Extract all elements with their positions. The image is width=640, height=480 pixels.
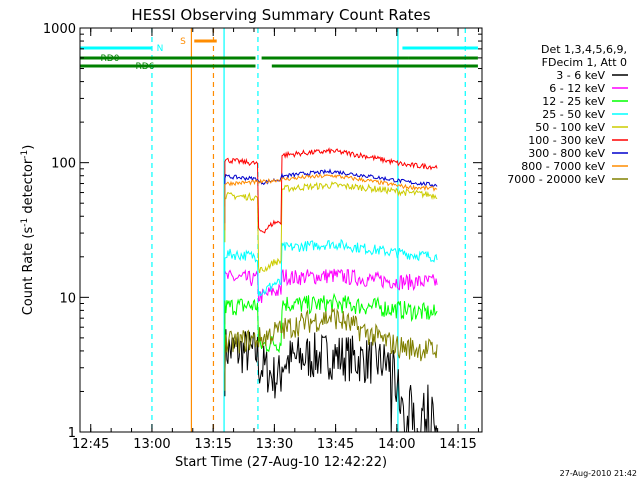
legend-label-4: 50 - 100 keV	[535, 121, 605, 134]
x-tick-label-4: 13:45	[317, 437, 354, 452]
flag-label-rd0: RD0	[101, 54, 120, 64]
y-tick-label-2: 100	[51, 157, 76, 172]
y-axis: 1 10 100 1000	[43, 22, 482, 441]
x-tick-label-0: 12:45	[72, 437, 109, 452]
y-axis-label: Count Rate (s-1 detector-1)	[20, 145, 36, 316]
chart-title: HESSI Observing Summary Count Rates	[131, 6, 430, 24]
series-line-8	[224, 307, 438, 391]
y-tick-label-1: 10	[59, 291, 76, 306]
x-tick-label-5: 14:00	[378, 437, 415, 452]
legend-label-1: 6 - 12 keV	[549, 82, 605, 95]
legend-label-0: 3 - 6 keV	[556, 69, 605, 82]
series-line-3	[224, 238, 438, 301]
flag-label-s: S	[180, 37, 186, 47]
legend-header-1: FDecim 1, Att 0	[542, 56, 627, 69]
legend-label-3: 25 - 50 keV	[542, 108, 605, 121]
y-tick-label-0: 1	[68, 426, 76, 441]
series-line-7	[224, 173, 438, 231]
series-line-1	[224, 268, 438, 325]
legend: Det 1,3,4,5,6,9,FDecim 1, Att 03 - 6 keV…	[507, 43, 628, 186]
flag-label-n: N	[157, 44, 164, 54]
series-line-0	[224, 329, 438, 433]
legend-label-7: 800 - 7000 keV	[521, 160, 605, 173]
legend-header-0: Det 1,3,4,5,6,9,	[541, 43, 627, 56]
flag-label-rd6: RD6	[136, 62, 155, 72]
x-tick-label-3: 13:30	[256, 437, 293, 452]
legend-label-6: 300 - 800 keV	[528, 147, 605, 160]
y-tick-label-3: 1000	[43, 22, 76, 37]
x-axis-label: Start Time (27-Aug-10 12:42:22)	[175, 455, 387, 470]
legend-label-5: 100 - 300 keV	[528, 134, 605, 147]
legend-label-8: 7000 - 20000 keV	[507, 173, 605, 186]
series-line-4	[224, 181, 438, 273]
x-tick-label-1: 13:00	[133, 437, 170, 452]
series-line-5	[224, 147, 438, 234]
x-axis: 12:45 13:00 13:15 13:30 13:45 14:00 14:15	[72, 28, 479, 452]
legend-label-2: 12 - 25 keV	[542, 95, 605, 108]
footer-timestamp: 27-Aug-2010 21:42	[560, 469, 637, 478]
x-tick-label-6: 14:15	[439, 437, 476, 452]
plot-frame	[79, 27, 483, 433]
x-tick-label-2: 13:15	[194, 437, 231, 452]
